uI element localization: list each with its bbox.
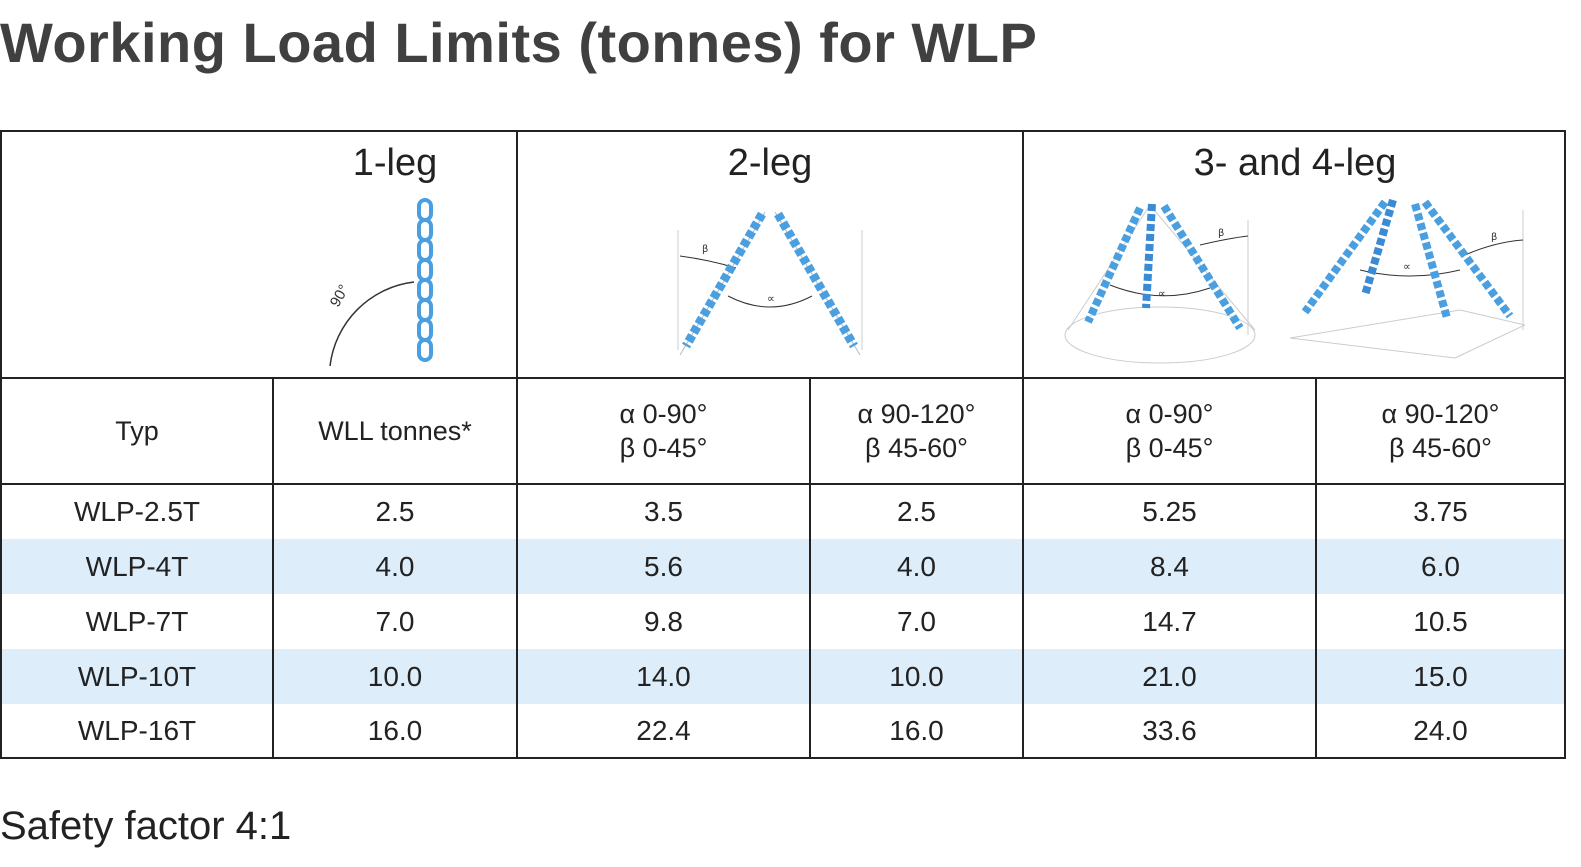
cell-typ: WLP-10T xyxy=(77,660,197,692)
cell-typ: WLP-7T xyxy=(85,605,189,637)
four-leg-chain-illustration: β ∝ xyxy=(1289,198,1526,359)
cell-typ: WLP-2.5T xyxy=(73,496,201,527)
cell-4leg-b: 24.0 xyxy=(1413,714,1468,746)
header-3-4-leg-range-a: α 0-90° β 0-45° xyxy=(1125,399,1214,463)
cell-wll: 7.0 xyxy=(375,605,415,637)
cell-4leg-b: 6.0 xyxy=(1421,550,1460,582)
header-3-4-leg-range-b: α 90-120° β 45-60° xyxy=(1381,399,1500,463)
cell-wll: 2.5 xyxy=(375,496,415,527)
table-border-left xyxy=(0,130,2,759)
cell-wll: 4.0 xyxy=(375,550,415,582)
cell-typ: WLP-16T xyxy=(77,714,197,746)
table-divider xyxy=(272,377,274,759)
cell-4leg-a: 21.0 xyxy=(1142,660,1197,692)
cell-4leg-a: 8.4 xyxy=(1150,550,1189,582)
cell-2leg-b: 4.0 xyxy=(897,550,936,582)
cell-2leg-b: 7.0 xyxy=(897,605,936,637)
header-2-leg-range-b: α 90-120° β 45-60° xyxy=(857,399,976,463)
cell-4leg-b: 15.0 xyxy=(1413,660,1468,692)
group-label-3-4-leg: 3- and 4-leg xyxy=(1193,141,1397,184)
row-band xyxy=(1,539,1565,594)
safety-factor-note: Safety factor 4:1 xyxy=(0,804,292,848)
group-label-2-leg: 2-leg xyxy=(727,141,813,184)
header-wll: WLL tonnes* xyxy=(318,416,472,446)
cell-2leg-b: 2.5 xyxy=(897,496,936,527)
cell-2leg-b: 10.0 xyxy=(889,660,944,692)
page-title: Working Load Limits (tonnes) for WLP xyxy=(0,11,1038,74)
table-divider xyxy=(1315,377,1317,759)
angle-label: 90° xyxy=(327,282,353,310)
alpha-label: ∝ xyxy=(1158,287,1166,300)
cell-2leg-a: 9.8 xyxy=(644,605,683,637)
alpha-label: ∝ xyxy=(1403,260,1411,273)
cell-wll: 10.0 xyxy=(367,660,423,692)
beta-label: β xyxy=(1491,232,1497,243)
table-border-top xyxy=(0,130,1566,132)
beta-label: β xyxy=(702,244,708,255)
table-divider xyxy=(809,377,811,759)
three-leg-chain-illustration: β ∝ xyxy=(1064,203,1256,364)
beta-label: β xyxy=(1218,228,1224,239)
table-border-right xyxy=(1564,130,1566,759)
cell-wll: 16.0 xyxy=(367,714,423,746)
cell-4leg-b: 10.5 xyxy=(1413,605,1468,637)
cell-4leg-a: 5.25 xyxy=(1142,496,1197,527)
alpha-label: ∝ xyxy=(767,292,775,305)
two-leg-chain-illustration: β ∝ xyxy=(677,211,863,356)
cell-2leg-a: 14.0 xyxy=(636,660,691,692)
table-divider xyxy=(1022,130,1024,759)
header-typ: Typ xyxy=(115,416,159,446)
one-leg-chain-illustration: 90° xyxy=(327,198,433,367)
cell-2leg-a: 3.5 xyxy=(644,496,683,527)
table-divider xyxy=(0,483,1566,485)
row-band xyxy=(1,649,1565,704)
cell-2leg-b: 16.0 xyxy=(889,714,944,746)
cell-4leg-a: 33.6 xyxy=(1142,714,1197,746)
cell-2leg-a: 5.6 xyxy=(644,550,683,582)
cell-2leg-a: 22.4 xyxy=(636,714,691,746)
table-divider xyxy=(0,377,1566,379)
header-2-leg-range-a: α 0-90° β 0-45° xyxy=(619,399,708,463)
cell-4leg-b: 3.75 xyxy=(1413,496,1468,527)
cell-typ: WLP-4T xyxy=(85,550,189,582)
table-divider xyxy=(516,130,518,759)
cell-4leg-a: 14.7 xyxy=(1142,605,1197,637)
table-border-bottom xyxy=(0,757,1566,759)
group-label-1-leg: 1-leg xyxy=(352,141,438,184)
